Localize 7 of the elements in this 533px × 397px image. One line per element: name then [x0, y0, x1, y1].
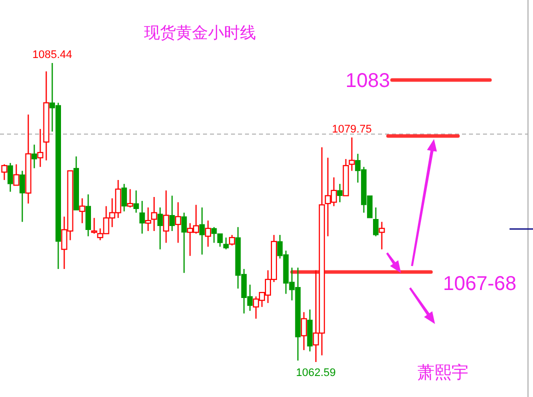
annotation: 萧熙宇 — [418, 363, 468, 382]
annotation: 1062.59 — [296, 367, 336, 379]
annotation: 1085.44 — [32, 49, 72, 61]
annotation: 1083 — [346, 70, 390, 92]
title: 现货黄金小时线 — [144, 25, 256, 42]
annotation: 1079.75 — [332, 123, 372, 136]
annotation: 1067-68 — [443, 273, 516, 295]
